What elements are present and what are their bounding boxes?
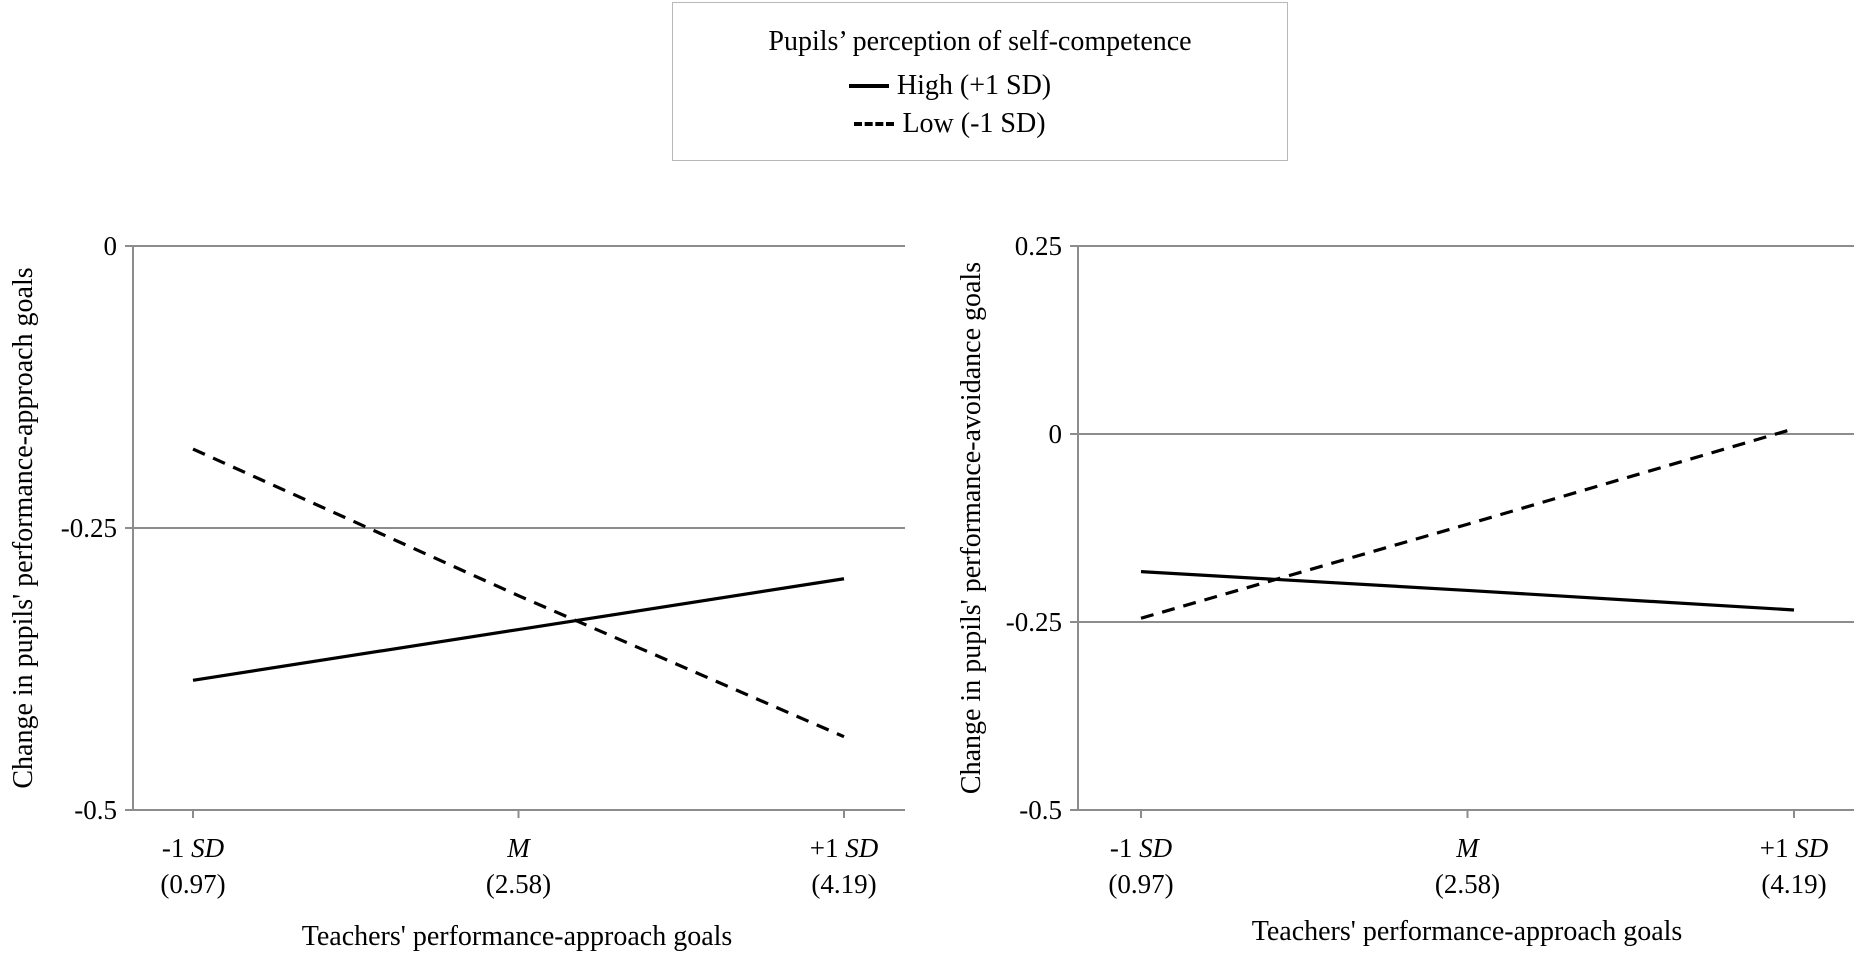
y-axis-label: Change in pupils' performance-avoidance … xyxy=(956,262,987,794)
x-tick-value-label: (2.58) xyxy=(486,869,551,899)
y-tick-label: 0 xyxy=(104,231,118,261)
y-tick-label: 0.25 xyxy=(1015,231,1062,261)
x-axis-label: Teachers' performance-approach goals xyxy=(302,921,733,952)
legend-label-low: Low (-1 SD) xyxy=(902,108,1046,139)
x-tick-value-label: (4.19) xyxy=(811,869,876,899)
x-tick-value-label: (0.97) xyxy=(160,869,225,899)
x-tick-label: M xyxy=(506,833,531,863)
x-tick-label: +1 SD xyxy=(1760,833,1829,863)
x-tick-label: -1 SD xyxy=(1110,833,1173,863)
chart-right: 0.25 0 -0.25 -0.5 -1 SD (0.97) M (2.58) +1 SD (4.… xyxy=(956,231,1854,947)
x-tick-label: M xyxy=(1455,833,1480,863)
series-line-low xyxy=(192,447,845,739)
x-tick-value-label: (4.19) xyxy=(1761,869,1826,899)
legend-item-low: Low (-1 SD) xyxy=(673,107,1287,141)
legend-title: Pupils’ perception of self-competence xyxy=(768,26,1192,57)
x-tick-label: +1 SD xyxy=(810,833,879,863)
legend-label-high: High (+1 SD) xyxy=(896,70,1052,101)
y-tick-label: -0.5 xyxy=(1019,795,1062,825)
y-tick-label: -0.25 xyxy=(1006,607,1062,637)
x-tick-label: -1 SD xyxy=(162,833,225,863)
legend-swatch-dashed-icon xyxy=(854,122,895,126)
legend-swatch-solid-icon xyxy=(848,84,889,88)
legend-item-high: High (+1 SD) xyxy=(673,69,1287,103)
x-tick-value-label: (0.97) xyxy=(1108,869,1173,899)
y-axis-label: Change in pupils' performance-approach g… xyxy=(8,267,39,788)
y-tick-label: 0 xyxy=(1049,419,1063,449)
series-line-low xyxy=(1140,427,1795,620)
y-tick-label: -0.5 xyxy=(74,795,117,825)
x-tick-value-label: (2.58) xyxy=(1435,869,1500,899)
chart-left: 0 -0.25 -0.5 -1 SD (0.97) M (2.58) +1 SD (4.19) T… xyxy=(8,231,905,952)
y-tick-label: -0.25 xyxy=(61,513,117,543)
legend: Pupils’ perception of self-competence Hi… xyxy=(672,2,1288,161)
series-line-high xyxy=(1140,570,1795,612)
series-line-high xyxy=(192,577,845,682)
x-axis-label: Teachers' performance-approach goals xyxy=(1252,916,1683,947)
